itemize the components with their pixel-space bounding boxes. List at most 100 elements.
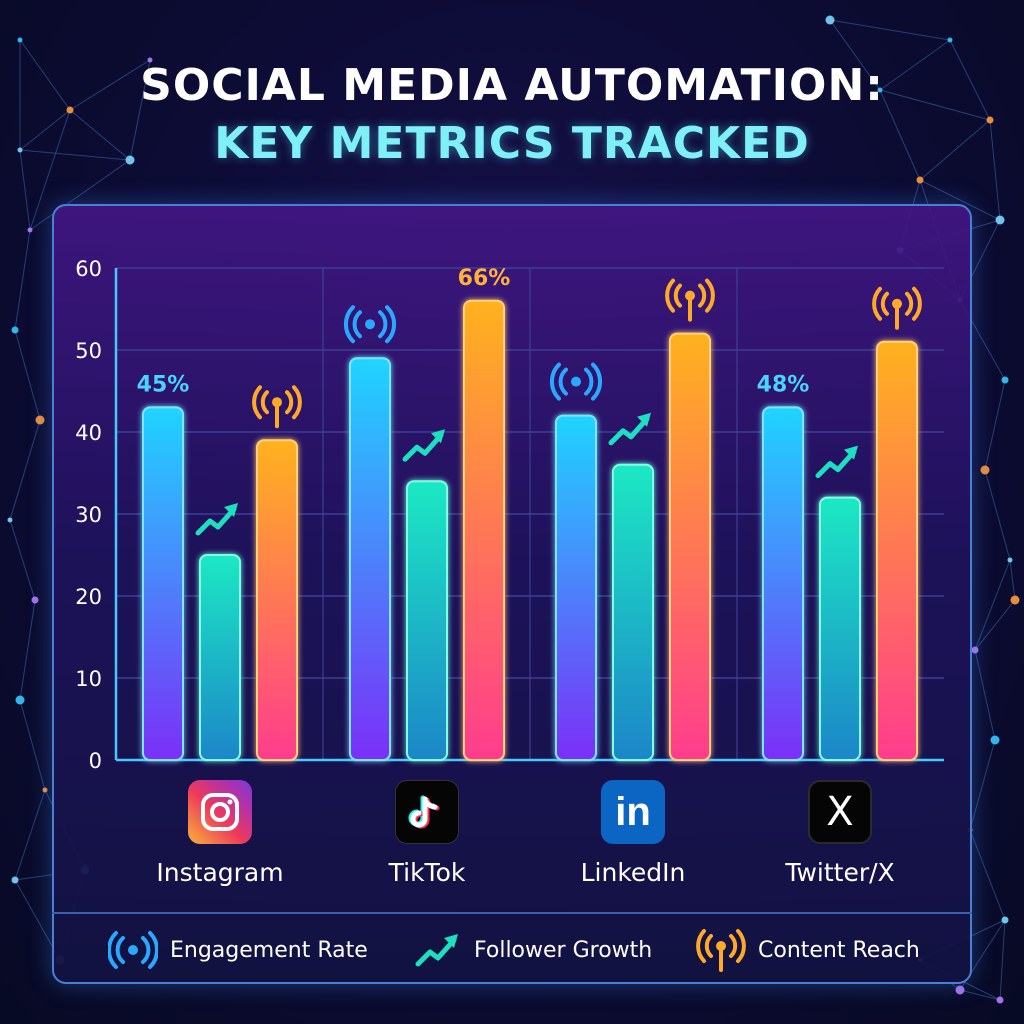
- network-link: [919, 179, 1001, 221]
- trend-arrow-icon: [402, 429, 445, 462]
- bar-content-reach-twitterx: [876, 340, 918, 761]
- x-logo-text: X: [826, 789, 854, 835]
- network-node: [986, 116, 994, 124]
- y-tick-label: 0: [89, 749, 102, 773]
- bar-follower-growth-tiktok: [406, 480, 448, 761]
- network-link: [984, 469, 1011, 561]
- trend-arrow-icon: [415, 934, 458, 967]
- trend-arrow-icon: [815, 445, 858, 479]
- network-link: [29, 109, 71, 231]
- title-line-2: KEY METRICS TRACKED: [214, 118, 810, 169]
- network-node: [996, 996, 1004, 1004]
- network-node: [66, 106, 74, 114]
- legend-engagement-rate: Engagement Rate: [108, 928, 368, 972]
- data-label: 48%: [757, 372, 810, 397]
- network-link: [19, 149, 131, 161]
- y-tick-label: 50: [75, 339, 102, 363]
- network-link: [129, 59, 151, 161]
- network-link: [29, 159, 131, 231]
- network-node: [11, 326, 19, 334]
- antenna-icon: [252, 385, 302, 429]
- network-node: [990, 735, 1000, 745]
- antenna-icon: [872, 286, 922, 330]
- network-link: [879, 39, 951, 91]
- broadcast-icon: [343, 305, 397, 344]
- network-link: [829, 19, 881, 91]
- network-node: [1010, 595, 1020, 605]
- network-node: [7, 517, 13, 523]
- bar-engagement-rate-linkedin: [555, 414, 597, 761]
- network-node: [17, 37, 23, 43]
- y-tick-label: 20: [75, 585, 102, 609]
- legend-follower-growth: Follower Growth: [414, 928, 652, 972]
- network-link: [949, 39, 991, 121]
- platform-label: Instagram: [156, 858, 284, 887]
- antenna-icon: [665, 278, 715, 322]
- platform-linkedin: in LinkedIn: [543, 780, 723, 887]
- bar-content-reach-tiktok: [463, 299, 505, 761]
- bar-follower-growth-linkedin: [612, 463, 654, 761]
- network-link: [14, 329, 41, 421]
- bar-top-icons: [195, 278, 922, 536]
- instagram-icon: [188, 780, 252, 844]
- platform-label: LinkedIn: [580, 858, 686, 887]
- network-link: [19, 109, 71, 151]
- title-line-1: SOCIAL MEDIA AUTOMATION:: [140, 60, 884, 111]
- legend-label: Engagement Rate: [170, 937, 368, 963]
- network-link: [959, 989, 1001, 1001]
- bar-engagement-rate-tiktok: [349, 357, 391, 761]
- bar-content-reach-linkedin: [669, 332, 711, 761]
- network-node: [27, 227, 33, 233]
- network-link: [19, 599, 36, 701]
- bar-follower-growth-twitterx: [819, 496, 861, 761]
- gridlines: 0 10 20 30 40 50 60: [75, 257, 944, 773]
- bar-engagement-rate-instagram: [142, 406, 184, 761]
- legend-content-reach: Content Reach: [696, 928, 920, 972]
- legend-divider: [52, 912, 972, 914]
- network-link: [9, 519, 36, 601]
- network-node: [916, 176, 924, 184]
- platform-tiktok: TikTok: [337, 780, 517, 887]
- broadcast-icon: [108, 931, 158, 969]
- y-tick-label: 30: [75, 503, 102, 527]
- trend-arrow-icon: [608, 412, 651, 446]
- network-node: [947, 37, 953, 43]
- network-link: [969, 829, 1006, 921]
- network-link: [19, 699, 46, 791]
- network-link: [14, 229, 31, 331]
- network-link: [69, 109, 131, 161]
- tiktok-icon: [395, 780, 459, 844]
- y-tick-label: 40: [75, 421, 102, 445]
- y-tick-label: 60: [75, 257, 102, 281]
- platform-instagram: Instagram: [130, 780, 310, 887]
- network-link: [974, 649, 996, 741]
- network-link: [969, 739, 996, 831]
- network-link: [919, 119, 991, 181]
- bar-follower-growth-instagram: [199, 554, 241, 761]
- network-node: [877, 87, 883, 93]
- data-label: 66%: [458, 266, 511, 291]
- network-link: [879, 89, 991, 121]
- network-link: [879, 89, 921, 181]
- network-link: [19, 39, 71, 111]
- legend-label: Follower Growth: [474, 937, 653, 963]
- network-node: [1001, 376, 1009, 384]
- network-node: [1001, 916, 1009, 924]
- network-node: [42, 787, 48, 793]
- platform-label: Twitter/X: [785, 858, 895, 887]
- network-link: [1009, 559, 1016, 601]
- network-link: [69, 59, 151, 111]
- network-link: [999, 919, 1006, 1001]
- bar-engagement-rate-twitterx: [762, 406, 804, 761]
- linkedin-icon: in: [601, 780, 665, 844]
- platform-label: TikTok: [388, 858, 466, 887]
- platform-twitter-x: X Twitter/X: [750, 780, 930, 887]
- bars: [142, 299, 918, 761]
- network-node: [31, 596, 39, 604]
- network-node: [15, 695, 25, 705]
- antenna-icon: [696, 929, 746, 972]
- network-link: [974, 599, 1016, 651]
- network-node: [955, 985, 965, 995]
